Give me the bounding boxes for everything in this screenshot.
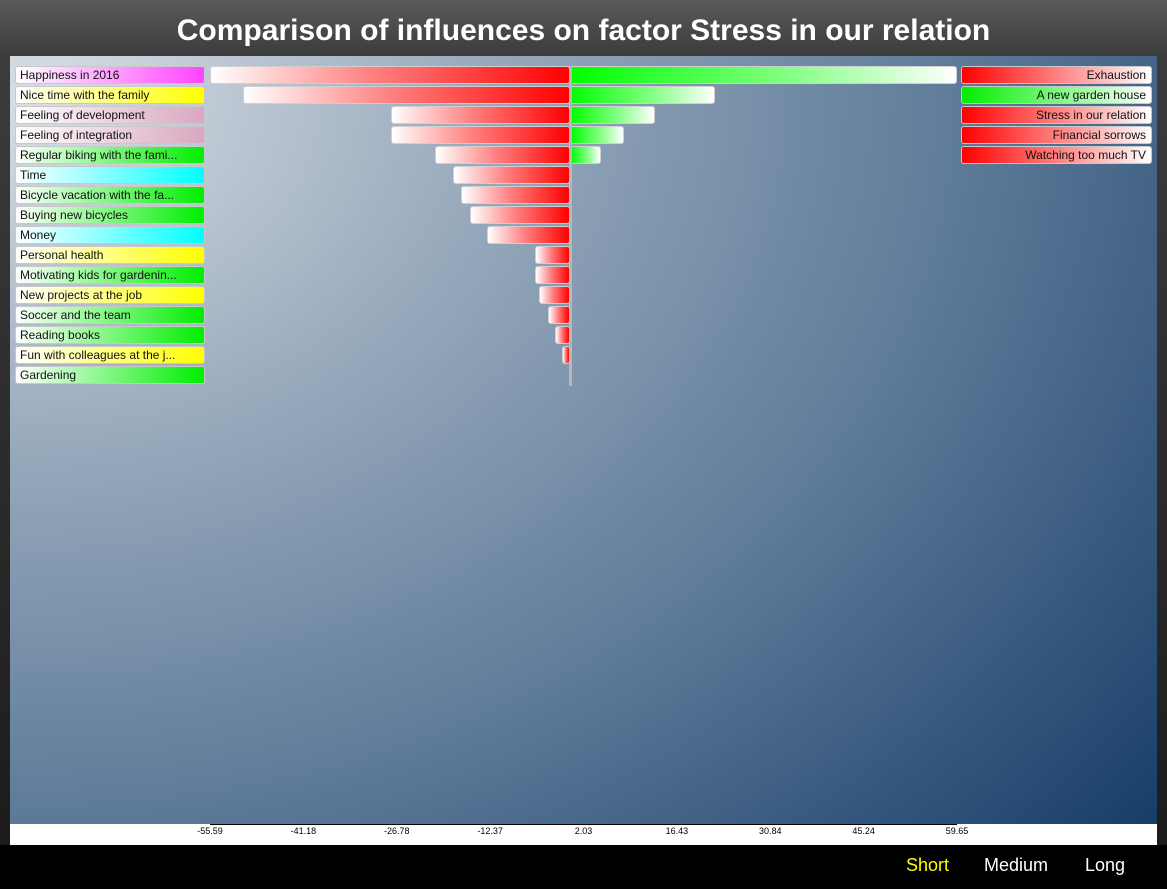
negative-influence-label[interactable]: Buying new bicycles xyxy=(15,206,205,224)
positive-influence-bar[interactable] xyxy=(570,106,656,124)
x-tick-label: 2.03 xyxy=(574,826,593,836)
positive-influence-bar[interactable] xyxy=(570,126,625,144)
medium-button[interactable]: Medium xyxy=(984,855,1049,875)
x-tick-label: 30.84 xyxy=(758,826,782,836)
negative-influence-label[interactable]: Feeling of development xyxy=(15,106,205,124)
x-tick-label: -41.18 xyxy=(290,826,317,836)
x-axis-line xyxy=(210,824,957,825)
negative-influence-label[interactable]: Happiness in 2016 xyxy=(15,66,205,84)
positive-influence-label[interactable]: A new garden house xyxy=(961,86,1152,104)
x-tick-label: -26.78 xyxy=(383,826,410,836)
x-tick-label: 45.24 xyxy=(852,826,875,836)
x-tick-label: -12.37 xyxy=(477,826,503,836)
negative-influence-bar[interactable] xyxy=(209,66,571,84)
negative-influence-label[interactable]: Money xyxy=(15,226,205,244)
negative-influence-bar[interactable] xyxy=(242,86,571,104)
positive-influence-bar[interactable] xyxy=(570,86,715,104)
negative-influence-label[interactable]: Bicycle vacation with the fa... xyxy=(15,186,205,204)
negative-influence-label[interactable]: Reading books xyxy=(15,326,205,344)
negative-influence-label[interactable]: Personal health xyxy=(15,246,205,264)
plot-area: Happiness in 2016 Nice time with the fami… xyxy=(10,56,1157,824)
x-tick-label: 59.65 xyxy=(945,826,969,836)
chart-title: Comparison of influences on factor Stres… xyxy=(176,14,991,47)
negative-influence-bar[interactable] xyxy=(469,206,571,224)
negative-influence-bar[interactable] xyxy=(487,226,571,244)
negative-influence-label[interactable]: Fun with colleagues at the j... xyxy=(15,346,205,364)
footer-bar: Short Medium Long xyxy=(0,845,1167,889)
x-tick-label: 16.43 xyxy=(665,826,689,836)
positive-influence-label[interactable]: Watching too much TV xyxy=(961,146,1152,164)
negative-influence-bar[interactable] xyxy=(391,126,571,144)
negative-influence-bar[interactable] xyxy=(548,306,571,324)
negative-influence-bar[interactable] xyxy=(554,326,571,344)
negative-influence-label[interactable]: New projects at the job xyxy=(15,286,205,304)
zero-line xyxy=(569,66,573,386)
negative-influence-bar[interactable] xyxy=(539,286,571,304)
negative-influence-label[interactable]: Feeling of integration xyxy=(15,126,205,144)
negative-influence-bar[interactable] xyxy=(391,106,571,124)
long-button[interactable]: Long xyxy=(1085,855,1126,875)
positive-influence-label[interactable]: Stress in our relation xyxy=(961,106,1152,124)
positive-influence-bar[interactable] xyxy=(570,146,602,164)
x-tick-label: -55.59 xyxy=(197,826,223,836)
x-axis: -55.59 -41.18 -26.78 -12.37 2.03 16.43 30.84 45… xyxy=(10,824,1157,845)
negative-influence-bar[interactable] xyxy=(534,266,571,284)
positive-influence-label[interactable]: Financial sorrows xyxy=(961,126,1152,144)
negative-influence-bar[interactable] xyxy=(460,186,571,204)
short-button[interactable]: Short xyxy=(906,855,950,875)
positive-influence-bar[interactable] xyxy=(570,66,958,84)
negative-influence-label[interactable]: Regular biking with the fami... xyxy=(15,146,205,164)
negative-influence-label[interactable]: Time xyxy=(15,166,205,184)
negative-influence-label[interactable]: Motivating kids for gardenin... xyxy=(15,266,205,284)
negative-influence-label[interactable]: Nice time with the family xyxy=(15,86,205,104)
negative-influence-bar[interactable] xyxy=(534,246,571,264)
negative-influence-label[interactable]: Gardening xyxy=(15,366,205,384)
positive-influence-label[interactable]: Exhaustion xyxy=(961,66,1152,84)
negative-influence-bar[interactable] xyxy=(434,146,571,164)
negative-influence-bar[interactable] xyxy=(453,166,571,184)
negative-influence-label[interactable]: Soccer and the team xyxy=(15,306,205,324)
